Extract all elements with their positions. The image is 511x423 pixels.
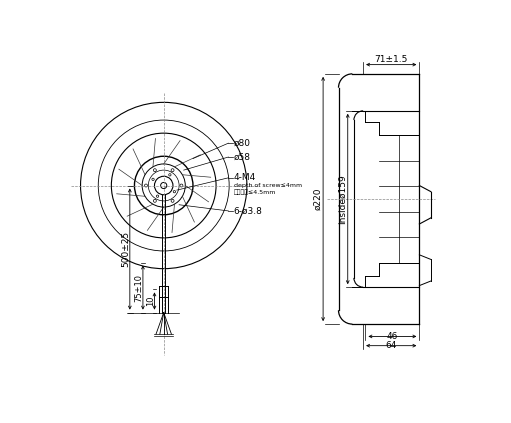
Text: 71±1.5: 71±1.5 <box>375 55 408 64</box>
Text: ø58: ø58 <box>234 153 251 162</box>
Text: depth of screw≤4mm: depth of screw≤4mm <box>234 183 302 188</box>
Text: 75±10: 75±10 <box>135 274 144 302</box>
Text: 10: 10 <box>146 296 155 306</box>
Text: 螺丝深度≤4.5mm: 螺丝深度≤4.5mm <box>234 190 276 195</box>
Text: insideø159: insideø159 <box>338 174 347 224</box>
Text: ø220: ø220 <box>313 188 322 210</box>
Text: 500±25: 500±25 <box>122 231 131 267</box>
Text: 6-ø3.8: 6-ø3.8 <box>234 206 263 215</box>
Text: ø80: ø80 <box>234 139 251 148</box>
Text: 4-M4: 4-M4 <box>234 173 256 182</box>
Text: 46: 46 <box>387 332 398 341</box>
Text: 64: 64 <box>386 341 397 350</box>
